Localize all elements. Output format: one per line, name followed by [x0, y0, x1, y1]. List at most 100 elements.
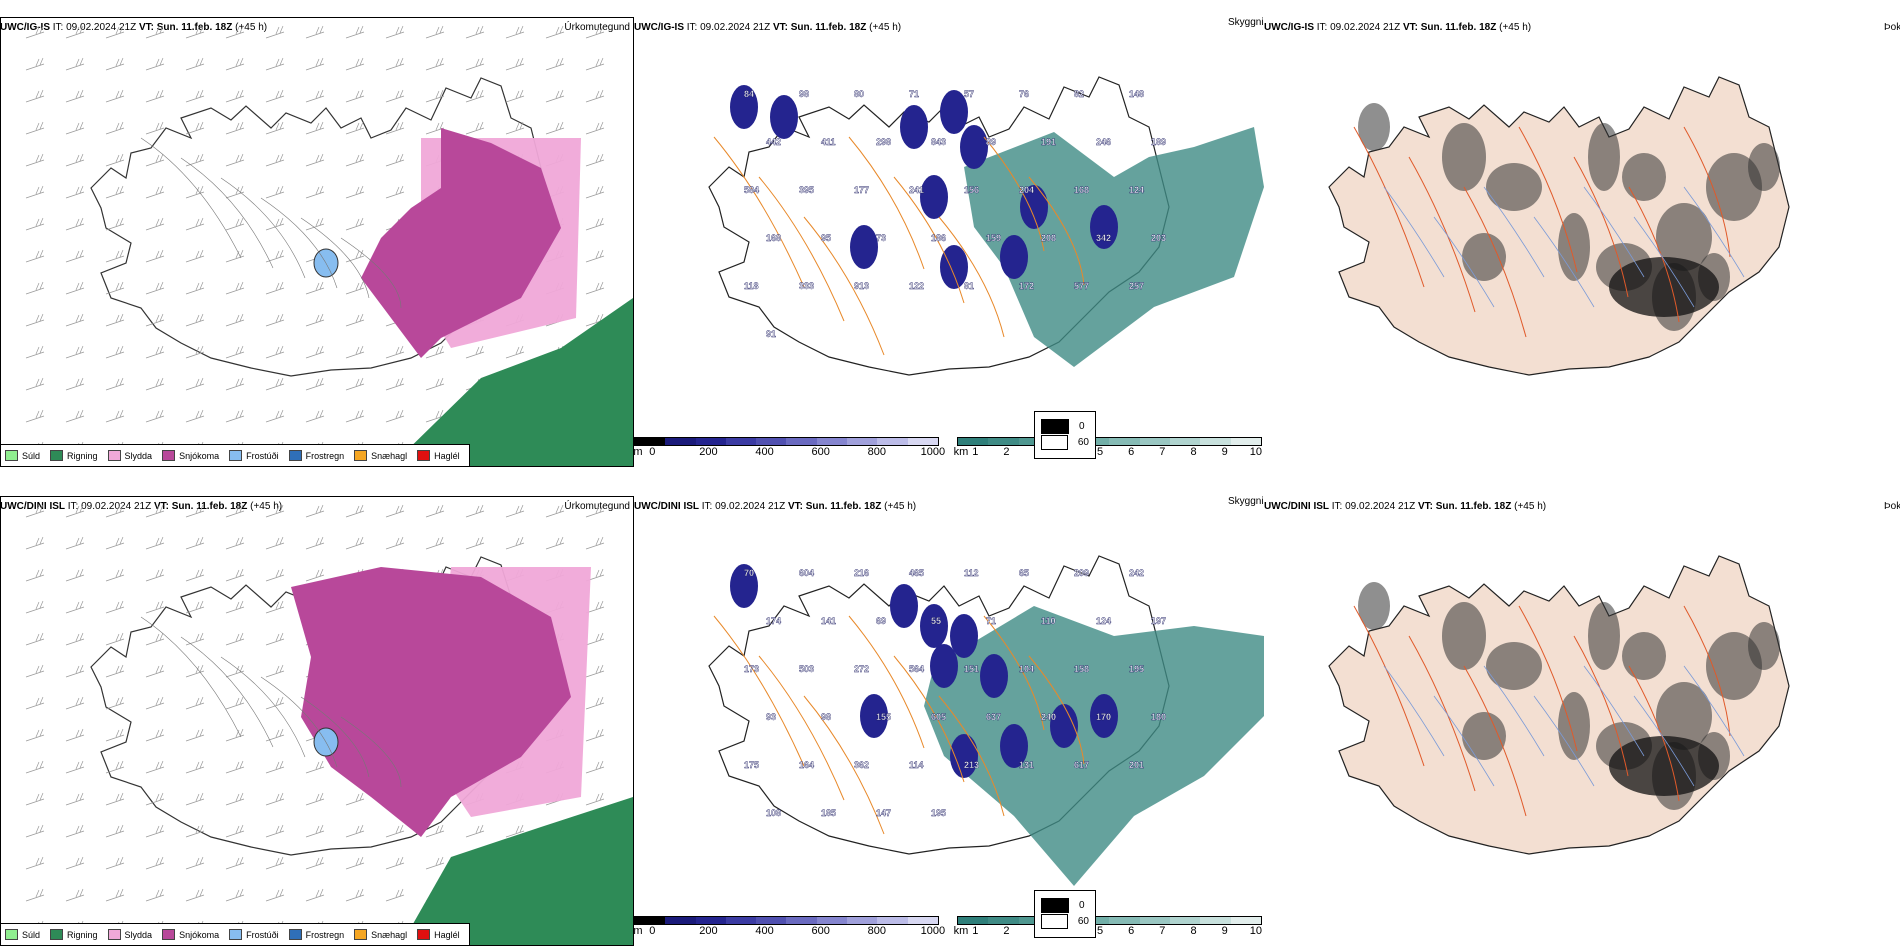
colorbar-segment: [1139, 438, 1171, 445]
colorbar-tick: 5: [1096, 446, 1104, 458]
legend-label: Snæhagl: [371, 929, 408, 940]
colorbar-segment: [786, 438, 817, 445]
cloud-base-label: 155: [876, 712, 891, 722]
legend-swatch: [162, 929, 176, 940]
legend-swatch: [50, 929, 64, 940]
colorbar-tick: 6: [1128, 925, 1135, 937]
cloud-base-label: 342: [1096, 233, 1111, 243]
cloud-base-label: 272: [854, 664, 869, 674]
colorbar-tick: 600: [811, 925, 830, 937]
colorbar-tick: 7: [1159, 925, 1166, 937]
legend-item: Snæhagl: [354, 450, 407, 461]
cloud-base-label: 95: [821, 233, 831, 243]
cloud-base-label: 104: [1019, 664, 1034, 674]
panel-title: UWC/IG-IS IT: 09.02.2024 21Z VT: Sun. 11…: [1264, 22, 1532, 33]
legend-label: Rigning: [67, 450, 98, 461]
colorbar-segment: [665, 917, 696, 924]
colorbar-unit: km: [953, 925, 969, 937]
colorbar-segment: [988, 917, 1019, 924]
fog-panel-row2: UWC/DINI ISL IT: 09.02.2024 21Z VT: Sun.…: [1034, 496, 1900, 946]
product-name: Þokuábendi: [1884, 501, 1900, 512]
colorbar-segment: [1230, 917, 1261, 924]
cloud-base-label: 208: [1041, 233, 1056, 243]
colorbar-segment: [1200, 438, 1231, 445]
fog-legend: 0 60: [1034, 890, 1096, 938]
colorbar-tick: 800: [867, 446, 886, 458]
fog-map: [1264, 37, 1900, 437]
panel-title: UWC/DINI ISL IT: 09.02.2024 21Z VT: Sun.…: [0, 501, 283, 512]
legend-swatch: [229, 450, 243, 461]
fog-legend-swatch: [1041, 434, 1068, 450]
legend-label: Rigning: [67, 929, 98, 940]
colorbar-tick: 200: [699, 925, 718, 937]
colorbar-segment: [1109, 438, 1140, 445]
legend-swatch: [5, 450, 18, 461]
cloud-map: 84 98 80 71 57 76 82 148 442 411 298 843 89 191 246 189…: [634, 37, 1264, 437]
cloud-base-label: 175: [744, 760, 759, 770]
cloud-base-label: 110: [1041, 616, 1056, 626]
product-name: Þokuábendi: [1884, 22, 1900, 33]
colorbar-tick: 1000: [920, 446, 946, 458]
cloud-colorbar-m: m 0 200 400 600 800 1000: [633, 437, 945, 458]
colorbar-segment: [816, 917, 848, 924]
legend-label: Slydda: [124, 929, 153, 940]
cloud-base-label: 114: [909, 760, 924, 770]
legend-swatch: [50, 450, 64, 461]
cloud-base-label: 584: [744, 185, 759, 195]
colorbar-segment: [958, 438, 989, 445]
cloud-base-label: 395: [799, 185, 814, 195]
cloud-base-label: 172: [1019, 281, 1034, 291]
legend-label: Frostúði: [246, 929, 279, 940]
legend-item: Frostregn: [288, 929, 344, 940]
fog-map: [1264, 516, 1900, 916]
product-name: Skyggni: [1228, 17, 1264, 28]
cloud-base-label: 57: [964, 89, 974, 99]
cloud-base-label: 197: [1151, 616, 1166, 626]
colorbar-segment: [847, 917, 878, 924]
cloud-base-label: 124: [1129, 185, 1144, 195]
cloud-base-label: 204: [1019, 185, 1034, 195]
colorbar-segment: [1018, 917, 1049, 924]
colorbar-tick: 1: [972, 446, 979, 458]
cloud-base-label: 76: [1019, 89, 1029, 99]
cloud-base-label: 151: [964, 664, 979, 674]
legend-item: Súld: [5, 450, 40, 461]
fog-legend-swatch: [1041, 913, 1068, 929]
colorbar-segment: [725, 917, 757, 924]
panel-title: UWC/DINI ISL IT: 09.02.2024 21Z VT: Sun.…: [634, 501, 917, 512]
panel-title: UWC/IG-IS IT: 09.02.2024 21Z VT: Sun. 11…: [0, 22, 268, 33]
cloud-base-label: 180: [1151, 712, 1166, 722]
colorbar-segment: [786, 917, 817, 924]
fog-legend-label: 0: [1079, 420, 1085, 432]
colorbar-tick: 6: [1128, 446, 1135, 458]
fog-legend-label: 60: [1077, 915, 1089, 927]
colorbar-segment: [877, 438, 908, 445]
fog-legend-row: 60: [1041, 913, 1089, 929]
cloud-base-label: 141: [821, 616, 836, 626]
legend-item: Frostúði: [229, 929, 279, 940]
legend-item: Snæhagl: [354, 929, 407, 940]
cloud-base-label: 465: [909, 568, 924, 578]
cloud-base-label: 55: [931, 616, 941, 626]
cloud-base-label: 195: [931, 808, 946, 818]
colorbar-segment: [907, 438, 938, 445]
cloud-base-label: 147: [876, 808, 891, 818]
cloud-base-label: 170: [1096, 712, 1111, 722]
legend-label: Snjókoma: [179, 929, 220, 940]
cloud-base-label: 216: [854, 568, 869, 578]
legend-swatch: [354, 450, 368, 461]
product-name: Úrkomutegund: [564, 22, 630, 33]
colorbar-tick: 7: [1159, 446, 1166, 458]
cloud-map: 70 604 216 465 112 65 209 242 174 141 69 55 71 110 124…: [634, 516, 1264, 916]
cloud-base-label: 73: [876, 233, 886, 243]
cloud-base-label: 617: [1074, 760, 1089, 770]
cloud-base-label: 241: [909, 185, 924, 195]
fog-legend-row: 0: [1041, 418, 1089, 434]
cloud-base-label: 189: [1151, 137, 1166, 147]
colorbar-tick: 0: [649, 446, 656, 458]
legend-item: Haglél: [417, 929, 460, 940]
cloud-base-label: 118: [744, 281, 759, 291]
cloud-base-label: 298: [876, 137, 891, 147]
precip-legend: Súld Rigning Slydda Snjókoma Frostúði Frostre…: [0, 923, 470, 946]
cloud-base-label: 164: [799, 760, 814, 770]
